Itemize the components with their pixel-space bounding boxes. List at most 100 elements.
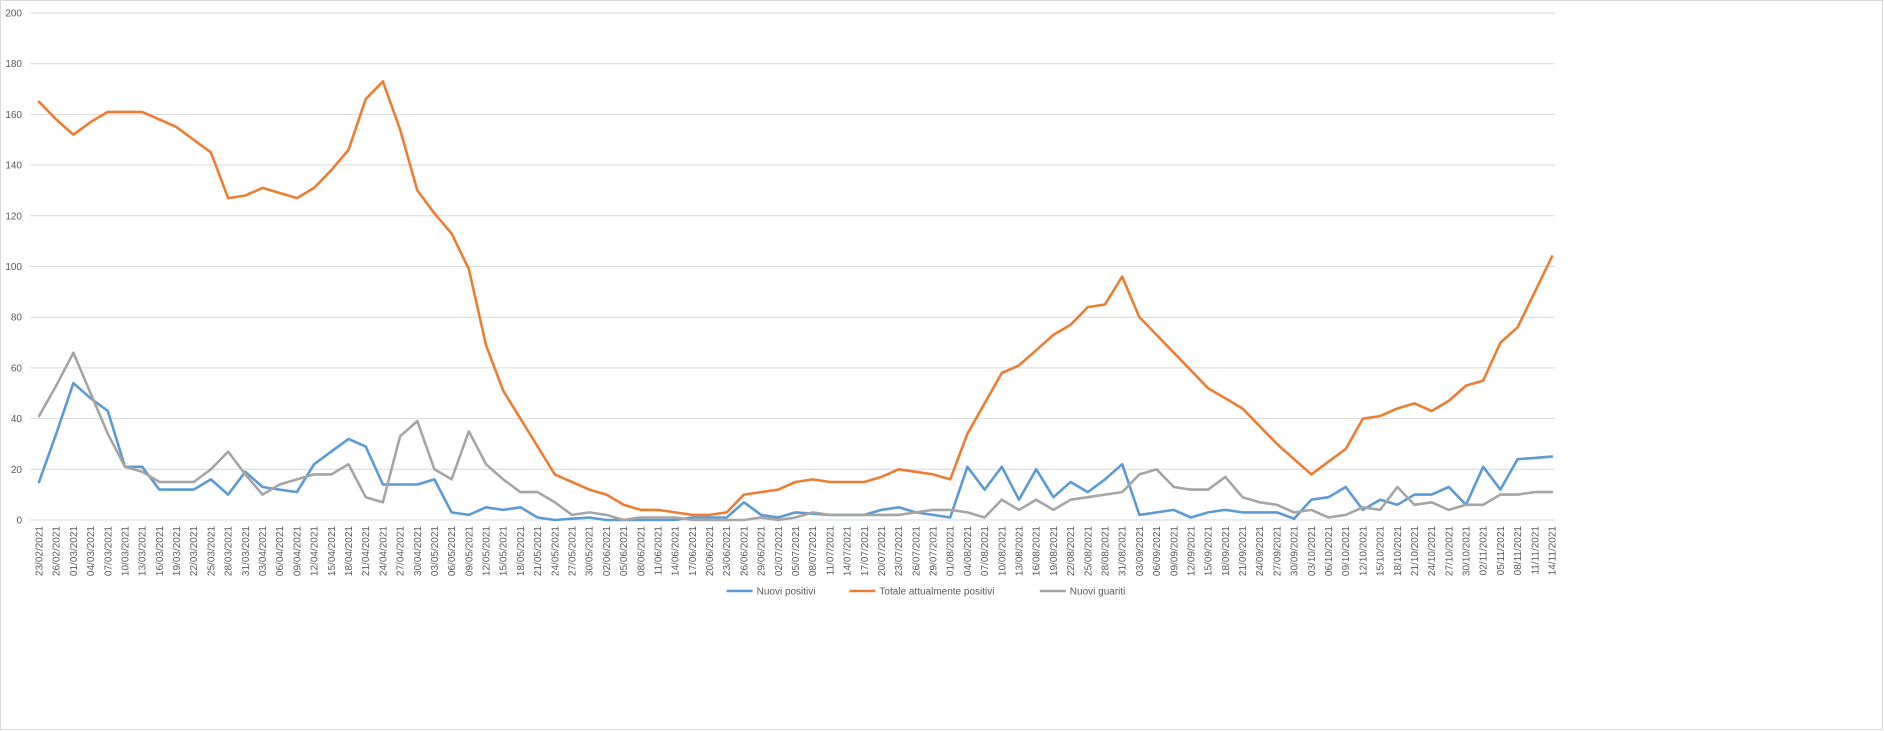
x-tick-label: 16/08/2021 [1032, 526, 1043, 576]
x-tick-label: 19/08/2021 [1049, 526, 1060, 576]
x-tick-label: 11/11/2021 [1530, 526, 1541, 575]
y-tick-label: 80 [11, 313, 23, 324]
x-tick-label: 30/10/2021 [1462, 526, 1473, 576]
x-tick-label: 28/03/2021 [224, 526, 235, 576]
x-tick-label: 08/11/2021 [1513, 526, 1524, 576]
x-tick-label: 09/05/2021 [464, 526, 475, 576]
x-tick-label: 18/04/2021 [344, 526, 355, 576]
y-tick-label: 40 [11, 414, 23, 425]
x-tick-label: 07/08/2021 [980, 526, 991, 576]
y-tick-label: 200 [5, 9, 22, 20]
x-tick-label: 04/03/2021 [86, 526, 97, 576]
x-tick-label: 21/09/2021 [1238, 526, 1249, 576]
x-tick-label: 31/03/2021 [241, 526, 252, 576]
x-tick-label: 18/09/2021 [1221, 526, 1232, 576]
x-tick-label: 23/07/2021 [894, 526, 905, 576]
x-tick-label: 22/03/2021 [189, 526, 200, 576]
y-tick-label: 100 [5, 262, 22, 273]
x-tick-label: 02/07/2021 [774, 526, 785, 576]
x-tick-label: 21/04/2021 [361, 526, 372, 576]
x-tick-label: 31/08/2021 [1118, 526, 1129, 576]
x-tick-label: 12/04/2021 [310, 526, 321, 576]
x-tick-label: 09/10/2021 [1341, 526, 1352, 576]
y-tick-label: 140 [5, 161, 22, 172]
x-tick-label: 26/02/2021 [52, 526, 63, 576]
x-tick-label: 22/08/2021 [1066, 526, 1077, 576]
x-tick-label: 03/09/2021 [1135, 526, 1146, 576]
legend: Nuovi positivi Totale attualmente positiv… [726, 587, 1125, 598]
x-tick-label: 24/05/2021 [550, 526, 561, 576]
x-tick-label: 18/05/2021 [516, 526, 527, 576]
x-tick-label: 10/03/2021 [120, 526, 131, 576]
x-tick-label: 06/09/2021 [1152, 526, 1163, 576]
x-tick-label: 23/06/2021 [722, 526, 733, 576]
x-tick-label: 23/02/2021 [35, 526, 46, 576]
x-tick-label: 26/06/2021 [739, 526, 750, 576]
x-tick-label: 13/03/2021 [138, 526, 149, 576]
x-tick-label: 30/09/2021 [1290, 526, 1301, 576]
y-tick-label: 160 [5, 110, 22, 121]
x-tick-label: 11/07/2021 [825, 526, 836, 576]
x-tick-label: 27/05/2021 [567, 526, 578, 576]
x-tick-label: 30/05/2021 [585, 526, 596, 576]
x-tick-label: 12/09/2021 [1186, 526, 1197, 576]
x-tick-label: 11/06/2021 [653, 526, 664, 576]
x-tick-label: 17/07/2021 [860, 526, 871, 576]
x-tick-label: 26/07/2021 [911, 526, 922, 576]
y-tick-label: 20 [11, 465, 23, 476]
x-tick-label: 12/10/2021 [1358, 526, 1369, 576]
y-tick-label: 120 [5, 211, 22, 222]
x-tick-label: 14/07/2021 [843, 526, 854, 576]
x-tick-label: 19/03/2021 [172, 526, 183, 576]
x-tick-label: 08/07/2021 [808, 526, 819, 576]
x-tick-label: 29/06/2021 [757, 526, 768, 576]
x-tick-label: 24/04/2021 [378, 526, 389, 576]
x-tick-label: 28/08/2021 [1100, 526, 1111, 576]
x-tick-label: 05/11/2021 [1496, 526, 1507, 576]
x-tick-label: 05/06/2021 [619, 526, 630, 576]
x-tick-label: 09/04/2021 [292, 526, 303, 576]
x-tick-label: 20/07/2021 [877, 526, 888, 576]
y-tick-label: 180 [5, 59, 22, 70]
x-tick-label: 17/06/2021 [688, 526, 699, 576]
x-tick-label: 21/05/2021 [533, 526, 544, 576]
x-tick-label: 06/05/2021 [447, 526, 458, 576]
legend-label: Nuovi positivi [757, 587, 816, 598]
x-tick-label: 08/06/2021 [636, 526, 647, 576]
x-tick-label: 01/03/2021 [69, 526, 80, 576]
x-tick-label: 15/05/2021 [499, 526, 510, 576]
x-tick-label: 16/03/2021 [155, 526, 166, 576]
x-tick-label: 24/09/2021 [1255, 526, 1266, 576]
x-tick-label: 13/08/2021 [1015, 526, 1026, 576]
x-tick-label: 29/07/2021 [929, 526, 940, 576]
x-tick-label: 02/11/2021 [1479, 526, 1490, 576]
x-tick-label: 25/08/2021 [1083, 526, 1094, 576]
legend-label: Totale attualmente positivi [879, 587, 994, 598]
x-tick-label: 03/10/2021 [1307, 526, 1318, 576]
x-tick-label: 15/04/2021 [327, 526, 338, 576]
x-tick-label: 21/10/2021 [1410, 526, 1421, 576]
y-tick-label: 60 [11, 363, 23, 374]
x-tick-label: 15/10/2021 [1376, 526, 1387, 576]
x-tick-label: 04/08/2021 [963, 526, 974, 576]
x-tick-label: 14/11/2021 [1548, 526, 1559, 576]
line-series [37, 80, 1554, 517]
x-tick-label: 20/06/2021 [705, 526, 716, 576]
x-tick-label: 09/09/2021 [1169, 526, 1180, 576]
x-tick-label: 06/04/2021 [275, 526, 286, 576]
x-tick-label: 27/10/2021 [1444, 526, 1455, 576]
x-tick-label: 27/09/2021 [1272, 526, 1283, 576]
line-series [37, 351, 1554, 522]
x-tick-label: 24/10/2021 [1427, 526, 1438, 576]
x-tick-label: 03/04/2021 [258, 526, 269, 576]
x-tick-label: 02/06/2021 [602, 526, 613, 576]
x-tick-label: 18/10/2021 [1393, 526, 1404, 576]
x-tick-label: 01/08/2021 [946, 526, 957, 576]
x-tick-label: 06/10/2021 [1324, 526, 1335, 576]
x-tick-label: 15/09/2021 [1204, 526, 1215, 576]
x-tick-label: 03/05/2021 [430, 526, 441, 576]
y-tick-label: 0 [16, 516, 22, 527]
x-tick-label: 05/07/2021 [791, 526, 802, 576]
x-tick-label: 12/05/2021 [482, 526, 493, 576]
